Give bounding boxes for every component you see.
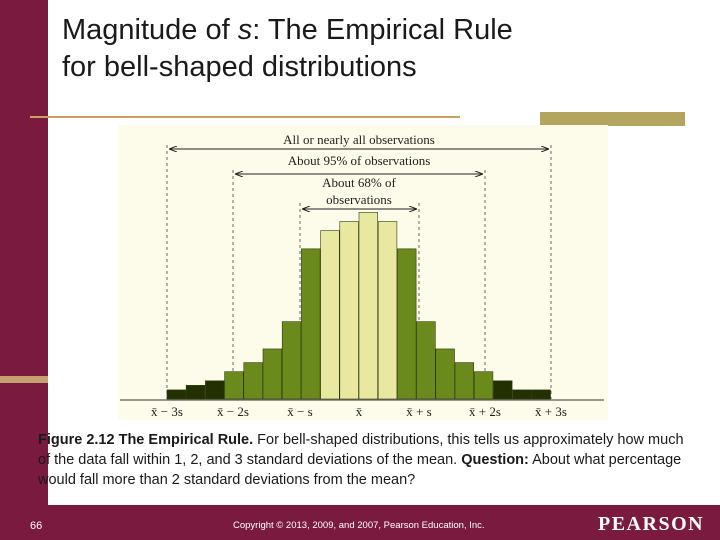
histogram-bar: [493, 380, 513, 400]
caption-text: For bell-shaped distributions, this tell…: [38, 432, 684, 468]
title-suffix: : The Empirical Rule: [252, 14, 513, 46]
histogram-bar: [339, 221, 359, 400]
title-line2: for bell-shaped distributions: [62, 51, 417, 83]
pearson-logo: PEARSON: [598, 513, 705, 535]
label-all-observations: All or nearly all observations: [283, 132, 435, 147]
histogram-bar: [301, 248, 321, 400]
tick-label-plus-1s: x̄ + s: [406, 404, 431, 419]
empirical-rule-figure: All or nearly all observations About 95%…: [118, 125, 608, 420]
histogram-bar: [243, 362, 263, 400]
accent-block: [0, 376, 48, 383]
histogram-bar: [531, 389, 551, 400]
tick-label-plus-2s: x̄ + 2s: [469, 404, 501, 419]
title-accent-bar: [540, 112, 685, 126]
footer-bar: [0, 505, 720, 540]
histogram-bar: [205, 380, 225, 400]
histogram-bar: [512, 389, 532, 400]
label-68-percent-line2: observations: [326, 192, 392, 207]
tick-label-mean: x̄: [356, 404, 363, 419]
title-underline: [30, 116, 460, 118]
tick-label-minus-2s: x̄ − 2s: [217, 404, 249, 419]
tick-label-minus-3s: x̄ − 3s: [151, 404, 183, 419]
title-variable: s: [237, 14, 253, 46]
title-panel: [48, 0, 720, 118]
histogram-bar: [320, 230, 340, 400]
page-number: 66: [30, 520, 43, 532]
histogram-bar: [358, 212, 379, 400]
histogram-bar: [281, 321, 302, 400]
histogram-bar: [473, 371, 494, 400]
figure-caption: Figure 2.12 The Empirical Rule. For bell…: [38, 430, 688, 490]
histogram-bar: [224, 371, 244, 400]
caption-question-text: About what percentage would fall more th…: [38, 452, 682, 488]
tick-label-plus-3s: x̄ + 3s: [535, 404, 567, 419]
histogram-bar: [454, 362, 475, 400]
caption-figure-label: Figure 2.12 The Empirical Rule.: [38, 432, 254, 448]
histogram-bar: [166, 389, 187, 400]
histogram-chart: All or nearly all observations About 95%…: [120, 132, 604, 419]
histogram-bar: [416, 321, 436, 400]
label-68-percent-line1: About 68% of: [322, 175, 396, 190]
histogram-bar: [435, 348, 455, 400]
caption-question-label: Question:: [461, 452, 529, 468]
slide-title: Magnitude of s: The Empirical Rule for b…: [62, 12, 702, 86]
histogram-bar: [262, 348, 283, 400]
title-prefix: Magnitude of: [62, 14, 238, 46]
histogram-bar: [185, 385, 206, 400]
tick-label-minus-1s: x̄ − s: [287, 404, 312, 419]
copyright-text: Copyright © 2013, 2009, and 2007, Pearso…: [233, 520, 485, 531]
label-95-percent: About 95% of observations: [288, 153, 431, 168]
histogram-bar: [377, 221, 398, 400]
histogram-bar: [397, 248, 417, 400]
